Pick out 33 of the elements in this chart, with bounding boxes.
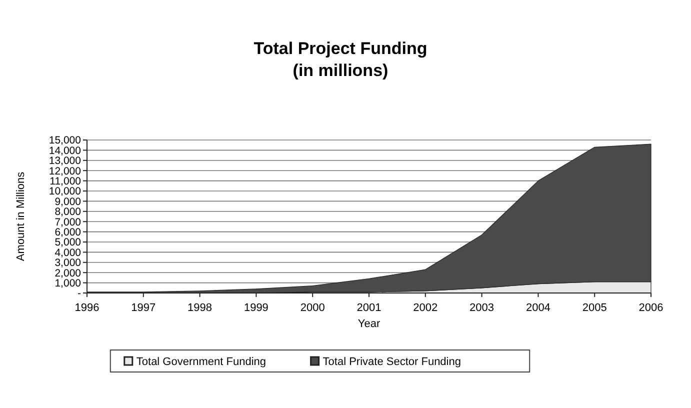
y-tick-label: 1,000 xyxy=(54,277,82,290)
x-tick-label: 2002 xyxy=(413,302,438,314)
x-axis-title: Year xyxy=(358,318,380,330)
y-tick-label: 6,000 xyxy=(54,226,82,238)
x-tick-label: 2006 xyxy=(638,302,664,314)
x-tick-label: 2004 xyxy=(526,302,550,314)
x-tick-label: 2003 xyxy=(470,302,494,314)
y-tick-label: 10,000 xyxy=(48,186,82,198)
chart-subtitle: (in millions) xyxy=(292,61,388,80)
x-tick-label: 1999 xyxy=(244,302,268,314)
chart-title: Total Project Funding xyxy=(254,39,428,58)
legend-label: Total Private Sector Funding xyxy=(322,356,461,368)
x-tick-label: 1998 xyxy=(188,302,212,314)
y-tick-label: 11,000 xyxy=(50,175,82,188)
y-tick-label: 8,000 xyxy=(54,206,82,218)
y-tick-label: 14,000 xyxy=(48,144,82,157)
y-tick-label: 7,000 xyxy=(54,216,82,228)
y-tick-label: 4,000 xyxy=(54,246,82,259)
y-axis-title: Amount in Millions xyxy=(15,171,27,262)
y-tick-label: 13,000 xyxy=(48,155,82,168)
x-tick-label: 1997 xyxy=(131,302,156,314)
y-tick-label: 5,000 xyxy=(54,236,82,249)
legend-label: Total Government Funding xyxy=(136,356,266,368)
x-tick-label: 2000 xyxy=(300,302,325,314)
x-tick-label: 2005 xyxy=(582,302,607,314)
y-tick-label: 15,000 xyxy=(48,134,82,147)
x-tick-label: 1996 xyxy=(74,302,100,314)
y-tick-label: 9,000 xyxy=(54,196,82,208)
y-tick-label: 2,000 xyxy=(54,267,82,280)
y-tick-label: 3,000 xyxy=(54,257,82,270)
y-tick-label: 12,000 xyxy=(48,165,82,178)
x-tick-label: 2001 xyxy=(356,302,382,314)
y-tick-label: - xyxy=(78,288,82,300)
